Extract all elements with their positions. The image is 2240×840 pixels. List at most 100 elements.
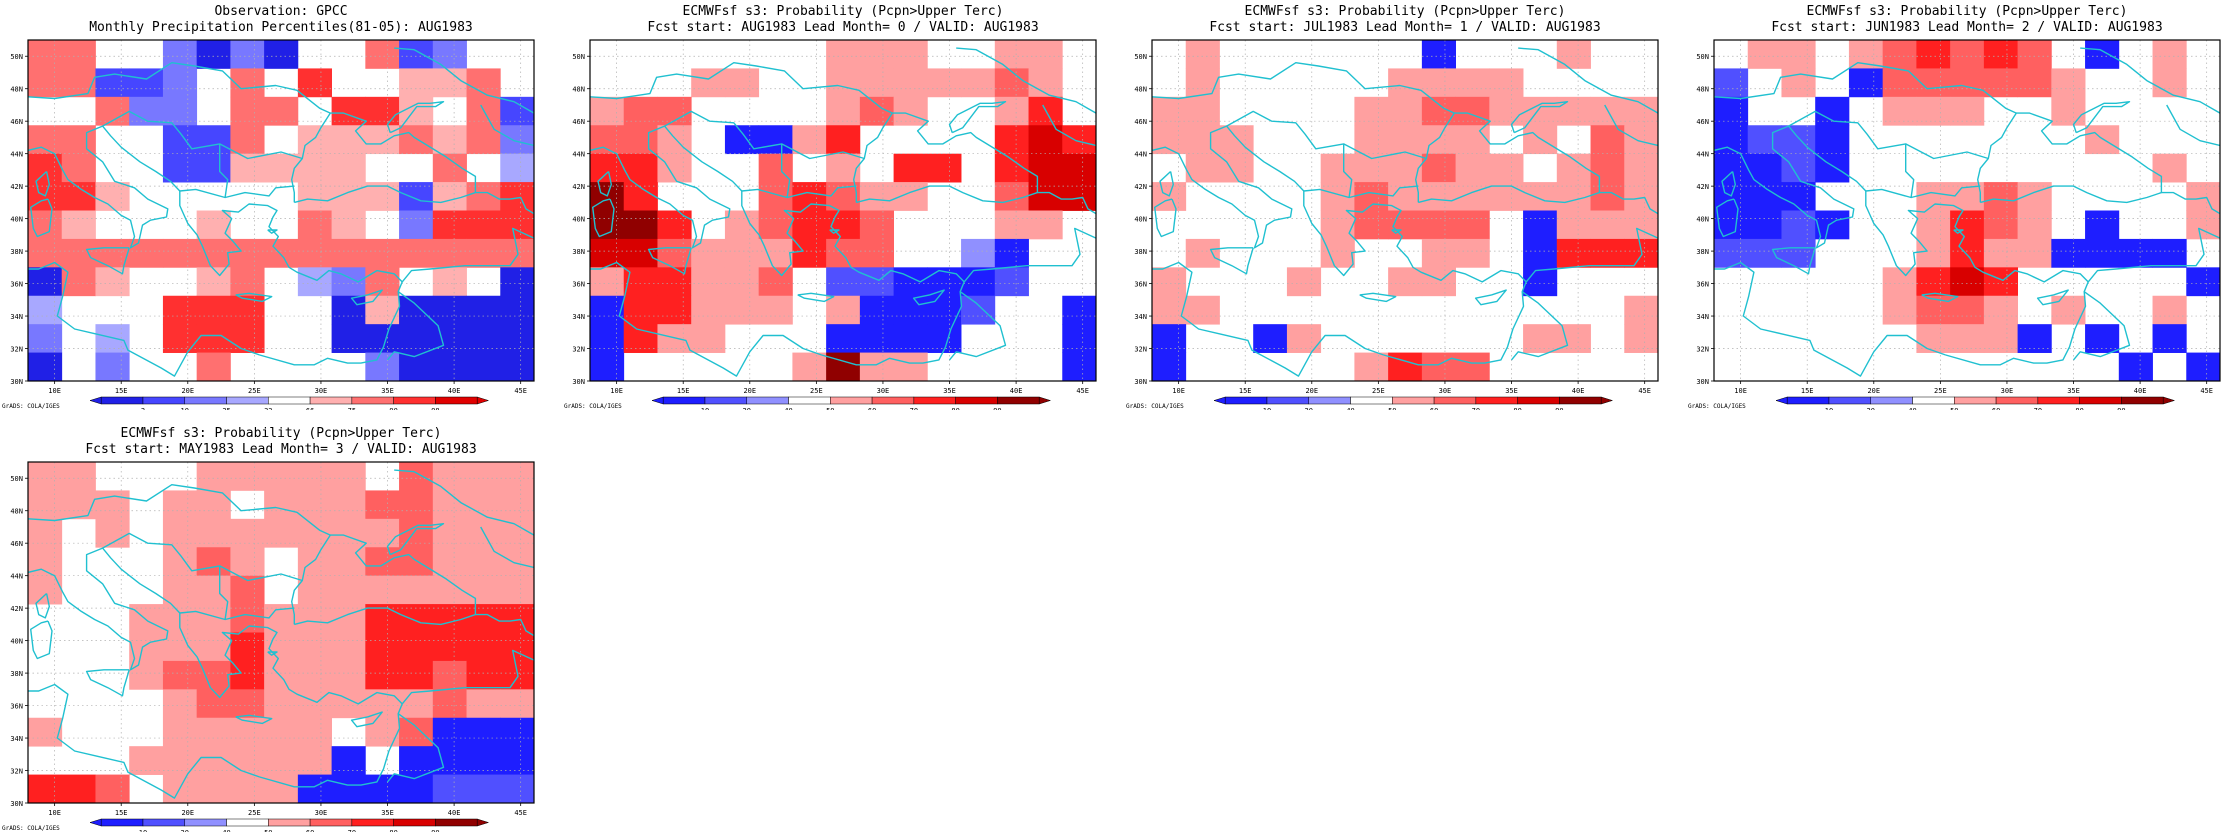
heatmap-cell bbox=[1882, 267, 1917, 297]
colorbar-box bbox=[1308, 396, 1351, 405]
heatmap-cell bbox=[1388, 68, 1423, 98]
heatmap-cell bbox=[230, 462, 265, 491]
heatmap-cell bbox=[623, 210, 658, 240]
tick-label-lon: 10E bbox=[1172, 387, 1185, 395]
heatmap-cell bbox=[162, 68, 198, 98]
heatmap-cell bbox=[1916, 295, 1951, 325]
coastline bbox=[1714, 62, 2017, 114]
heatmap-cell bbox=[792, 182, 827, 211]
heatmap-cell bbox=[1882, 40, 1917, 69]
colorbar-box bbox=[100, 396, 144, 405]
heatmap-cell bbox=[196, 295, 231, 325]
heatmap-cell bbox=[264, 40, 299, 69]
heatmap-cell bbox=[466, 660, 501, 690]
map-frame bbox=[27, 461, 535, 804]
colorbar-box bbox=[435, 818, 478, 827]
coastline bbox=[1159, 170, 1174, 197]
heatmap-cell bbox=[28, 68, 63, 98]
heatmap-cell bbox=[399, 295, 434, 325]
heatmap-cell bbox=[2051, 238, 2086, 268]
chart-svg: ECMWFsf s3: Probability (Pcpn>Upper Terc… bbox=[1126, 4, 1659, 410]
coastline bbox=[590, 261, 822, 377]
tick-label-lat: 38N bbox=[1134, 248, 1147, 256]
coastline bbox=[1977, 112, 2163, 204]
heatmap-cell bbox=[432, 660, 467, 690]
heatmap-cell bbox=[994, 267, 1029, 297]
coastline bbox=[1209, 247, 1254, 275]
coastline bbox=[28, 62, 331, 114]
tick-label-lat: 34N bbox=[1134, 313, 1147, 321]
heatmap-cell bbox=[466, 210, 501, 240]
coastline bbox=[1510, 100, 1569, 134]
heatmap-cell bbox=[2152, 40, 2187, 69]
heatmap-cell bbox=[623, 125, 658, 155]
coastline bbox=[401, 649, 534, 705]
colorbar-label: 50 bbox=[264, 829, 272, 832]
coastline bbox=[597, 170, 612, 197]
heatmap-cell bbox=[399, 604, 434, 633]
heatmap-cell bbox=[230, 68, 265, 98]
tick-label-lon: 30E bbox=[2001, 387, 2014, 395]
colorbar-box bbox=[184, 396, 227, 405]
heatmap-cell bbox=[95, 182, 130, 211]
heatmap-cell bbox=[826, 352, 861, 382]
heatmap-cell bbox=[1781, 68, 1816, 98]
heatmap-cell bbox=[724, 295, 760, 325]
heatmap-cell bbox=[196, 774, 231, 804]
heatmap-cell bbox=[2152, 295, 2187, 325]
colorbar-label: 40 bbox=[1346, 407, 1354, 410]
heatmap-cell bbox=[2186, 267, 2221, 297]
heatmap-cell bbox=[1455, 68, 1490, 98]
tick-label-lat: 34N bbox=[1696, 313, 1709, 321]
colorbar-box bbox=[704, 396, 748, 405]
heatmap-cell bbox=[1624, 153, 1659, 183]
colorbar-box bbox=[662, 396, 706, 405]
heatmap-cell bbox=[230, 660, 265, 690]
heatmap-cell bbox=[466, 632, 501, 662]
heatmap-cell bbox=[331, 689, 366, 719]
heatmap-cell bbox=[1916, 238, 1951, 268]
heatmap-cell bbox=[724, 267, 760, 297]
heatmap-cell bbox=[1624, 210, 1659, 240]
heatmap-cell bbox=[1455, 352, 1490, 382]
tick-label-lat: 50N bbox=[1696, 53, 1709, 61]
coastline bbox=[85, 669, 130, 697]
heatmap-cell bbox=[264, 660, 299, 690]
tick-label-lat: 36N bbox=[1134, 281, 1147, 289]
tick-label-lon: 15E bbox=[115, 387, 128, 395]
colorbar: 10 20 40 50 60 70 80 90 bbox=[651, 396, 1052, 410]
coastline bbox=[2166, 104, 2220, 147]
colorbar-arrow-left bbox=[89, 818, 102, 827]
heatmap-cell bbox=[1556, 210, 1591, 240]
heatmap-cell bbox=[994, 238, 1029, 268]
heatmap-cell bbox=[162, 238, 198, 268]
chart-svg: ECMWFsf s3: Probability (Pcpn>Upper Terc… bbox=[2, 426, 535, 832]
heatmap-cell bbox=[399, 774, 434, 804]
coastline bbox=[291, 534, 477, 626]
heatmap-cell bbox=[129, 238, 164, 268]
heatmap-cell bbox=[95, 267, 130, 297]
heatmap-cell bbox=[500, 547, 535, 577]
heatmap-cell bbox=[399, 632, 434, 662]
colorbar-box bbox=[142, 818, 186, 827]
heatmap-cell bbox=[162, 295, 198, 325]
tick-label-lat: 44N bbox=[10, 151, 23, 159]
colorbar-box bbox=[746, 396, 789, 405]
heatmap-cell bbox=[162, 660, 198, 690]
coastline bbox=[386, 100, 445, 134]
heatmap-cell bbox=[399, 717, 434, 747]
colorbar-label: 10 bbox=[701, 407, 709, 410]
tick-label-lat: 32N bbox=[1696, 346, 1709, 354]
heatmap-cell bbox=[365, 717, 400, 747]
heatmap-cell bbox=[2152, 238, 2187, 268]
heatmap-cell bbox=[927, 68, 962, 98]
map-frame bbox=[27, 39, 535, 382]
heatmap-cell bbox=[331, 210, 366, 240]
coastline bbox=[1152, 261, 1384, 377]
heatmap-cell bbox=[1455, 125, 1490, 155]
coastline bbox=[30, 620, 53, 660]
coastline bbox=[2036, 289, 2069, 306]
heatmap-cell bbox=[95, 352, 130, 382]
heatmap-cell bbox=[230, 238, 265, 268]
heatmap-cell bbox=[365, 238, 400, 268]
